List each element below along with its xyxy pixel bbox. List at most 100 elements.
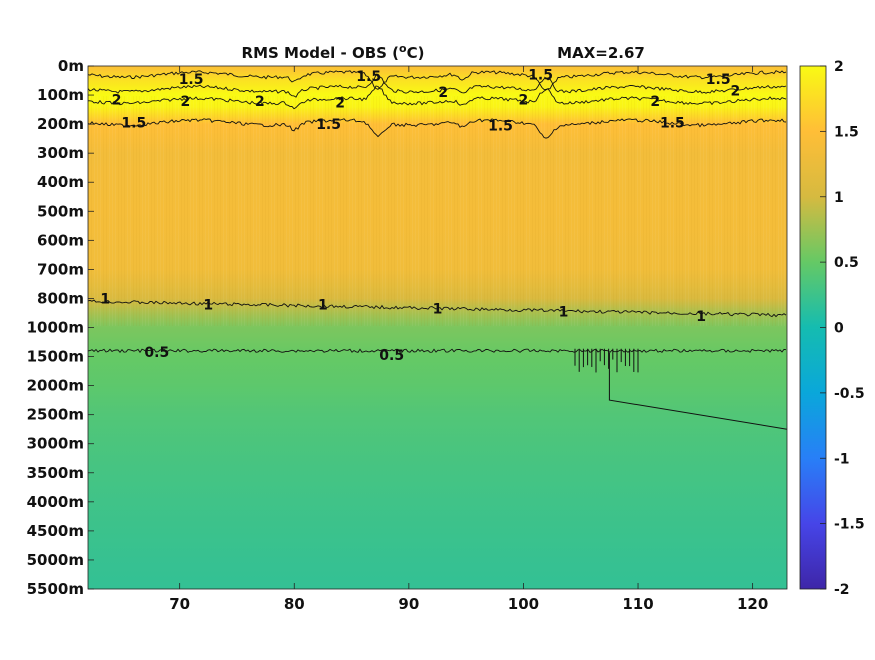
texture-streak bbox=[448, 96, 449, 326]
colorbar-tick-label: 2 bbox=[834, 59, 844, 75]
y-tick-label: 2000m bbox=[27, 377, 84, 395]
texture-streak bbox=[502, 96, 503, 326]
contour-label: 0.5 bbox=[379, 348, 404, 364]
texture-streak bbox=[97, 96, 98, 326]
heatmap-texture bbox=[88, 96, 785, 326]
texture-streak bbox=[457, 96, 458, 326]
texture-streak bbox=[403, 96, 404, 326]
texture-streak bbox=[220, 96, 221, 326]
texture-streak bbox=[352, 96, 353, 326]
texture-streak bbox=[784, 96, 785, 326]
texture-streak bbox=[310, 96, 311, 326]
texture-streak bbox=[184, 96, 185, 326]
texture-streak bbox=[493, 96, 494, 326]
texture-streak bbox=[253, 96, 254, 326]
texture-streak bbox=[262, 96, 263, 326]
texture-streak bbox=[619, 96, 620, 326]
texture-streak bbox=[160, 96, 161, 326]
texture-streak bbox=[370, 96, 371, 326]
texture-streak bbox=[577, 96, 578, 326]
texture-streak bbox=[445, 96, 446, 326]
texture-streak bbox=[130, 96, 131, 326]
texture-streak bbox=[763, 96, 764, 326]
texture-streak bbox=[103, 96, 104, 326]
texture-streak bbox=[316, 96, 317, 326]
texture-streak bbox=[154, 96, 155, 326]
texture-streak bbox=[538, 96, 539, 326]
texture-streak bbox=[241, 96, 242, 326]
texture-streak bbox=[649, 96, 650, 326]
texture-streak bbox=[349, 96, 350, 326]
texture-streak bbox=[115, 96, 116, 326]
y-tick-label: 100m bbox=[37, 86, 84, 104]
texture-streak bbox=[382, 96, 383, 326]
texture-streak bbox=[214, 96, 215, 326]
texture-streak bbox=[367, 96, 368, 326]
texture-streak bbox=[391, 96, 392, 326]
texture-streak bbox=[322, 96, 323, 326]
colorbar-tick-label: 1 bbox=[834, 190, 844, 206]
texture-streak bbox=[733, 96, 734, 326]
texture-streak bbox=[547, 96, 548, 326]
contour-label: 2 bbox=[112, 92, 122, 108]
texture-streak bbox=[676, 96, 677, 326]
texture-streak bbox=[550, 96, 551, 326]
texture-streak bbox=[652, 96, 653, 326]
y-tick-label: 5500m bbox=[27, 580, 84, 598]
contour-label: 1 bbox=[696, 309, 706, 325]
texture-streak bbox=[565, 96, 566, 326]
texture-streak bbox=[307, 96, 308, 326]
contour-label: 2 bbox=[650, 94, 660, 110]
texture-streak bbox=[685, 96, 686, 326]
texture-streak bbox=[526, 96, 527, 326]
texture-streak bbox=[334, 96, 335, 326]
texture-streak bbox=[529, 96, 530, 326]
texture-streak bbox=[415, 96, 416, 326]
texture-streak bbox=[622, 96, 623, 326]
texture-streak bbox=[409, 96, 410, 326]
texture-streak bbox=[682, 96, 683, 326]
texture-streak bbox=[388, 96, 389, 326]
texture-streak bbox=[781, 96, 782, 326]
texture-streak bbox=[337, 96, 338, 326]
texture-streak bbox=[289, 96, 290, 326]
chart-title: RMS Model - OBS (oC) bbox=[242, 42, 425, 62]
texture-streak bbox=[625, 96, 626, 326]
texture-streak bbox=[532, 96, 533, 326]
texture-streak bbox=[430, 96, 431, 326]
texture-streak bbox=[169, 96, 170, 326]
y-tick-label: 1500m bbox=[27, 348, 84, 366]
texture-streak bbox=[700, 96, 701, 326]
texture-streak bbox=[484, 96, 485, 326]
texture-streak bbox=[148, 96, 149, 326]
contour-line bbox=[88, 299, 787, 318]
contour-label: 2 bbox=[335, 95, 345, 111]
contour-lines bbox=[88, 70, 787, 430]
texture-streak bbox=[631, 96, 632, 326]
texture-streak bbox=[298, 96, 299, 326]
texture-streak bbox=[640, 96, 641, 326]
texture-streak bbox=[232, 96, 233, 326]
y-tick-label: 800m bbox=[37, 289, 84, 307]
texture-streak bbox=[364, 96, 365, 326]
contour-label: 2 bbox=[519, 92, 529, 108]
texture-streak bbox=[304, 96, 305, 326]
texture-streak bbox=[136, 96, 137, 326]
texture-streak bbox=[229, 96, 230, 326]
x-tick-label: 120 bbox=[737, 595, 768, 613]
texture-streak bbox=[667, 96, 668, 326]
y-tick-label: 700m bbox=[37, 260, 84, 278]
texture-streak bbox=[286, 96, 287, 326]
y-tick-label: 200m bbox=[37, 115, 84, 133]
contour-labels: 1.5 1.5 1.5 1.52 2 2 22 2 221.5 1.5 1.5 1.51 1 1 1 1 10.… bbox=[100, 68, 740, 364]
texture-streak bbox=[205, 96, 206, 326]
texture-streak bbox=[562, 96, 563, 326]
colorbar-tick-label: -2 bbox=[834, 582, 850, 598]
texture-streak bbox=[559, 96, 560, 326]
texture-streak bbox=[247, 96, 248, 326]
texture-streak bbox=[691, 96, 692, 326]
texture-streak bbox=[508, 96, 509, 326]
texture-streak bbox=[250, 96, 251, 326]
texture-streak bbox=[571, 96, 572, 326]
texture-streak bbox=[748, 96, 749, 326]
